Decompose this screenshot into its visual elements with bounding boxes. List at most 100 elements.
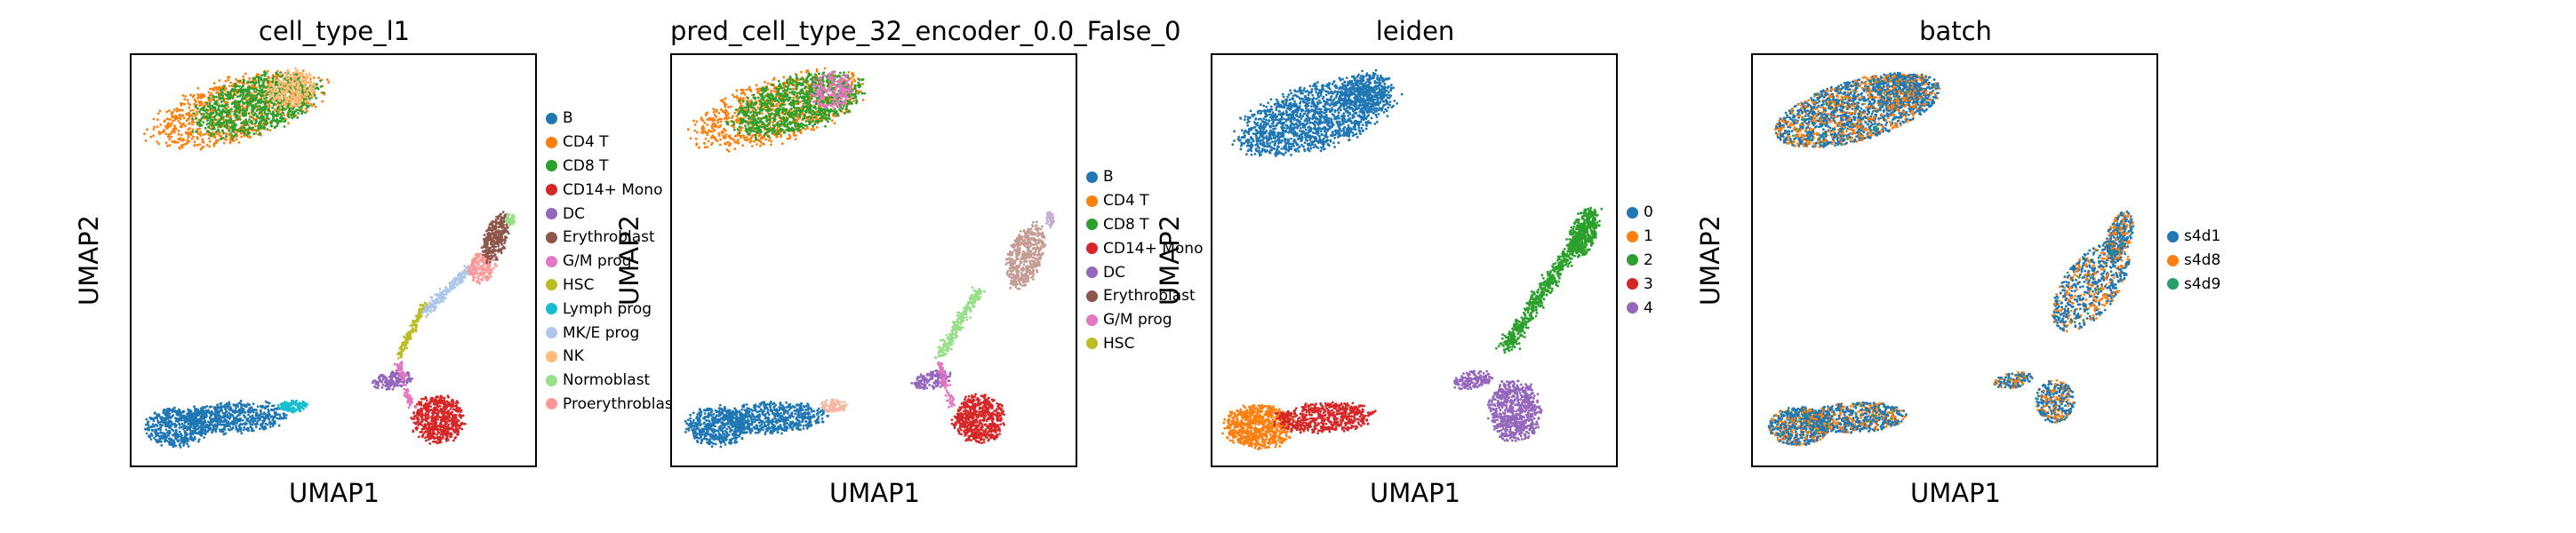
cluster-points — [267, 67, 317, 109]
legend-label: Erythroblast — [1103, 287, 1196, 305]
scatter-axes — [670, 53, 1077, 467]
legend-marker-icon — [546, 231, 557, 243]
legend-label: s4d1 — [2184, 227, 2220, 245]
legend-item: 4 — [1627, 296, 1653, 320]
cluster-points — [480, 211, 510, 265]
legend-label: CD8 T — [563, 157, 609, 175]
legend-label: Lymph prog — [563, 300, 652, 318]
legend-item: CD4 T — [1086, 189, 1203, 213]
legend-marker-icon — [546, 374, 557, 386]
cluster-points — [1568, 206, 1601, 259]
legend-marker-icon — [546, 208, 557, 220]
legend-label: s4d9 — [2184, 275, 2220, 293]
chart-title: pred_cell_type_32_encoder_0.0_False_0 — [670, 16, 1180, 46]
cluster-points — [1044, 211, 1056, 229]
y-axis-label: UMAP2 — [614, 215, 644, 306]
legend-item: DC — [546, 202, 673, 226]
legend-item: 3 — [1627, 272, 1653, 296]
legend-marker-icon — [1086, 219, 1098, 231]
legend-marker-icon — [546, 160, 557, 172]
legend-label: B — [1103, 168, 1114, 186]
cluster-points — [1335, 68, 1393, 114]
legend-label: s4d8 — [2184, 251, 2220, 269]
legend-item: G/M prog — [1086, 308, 1203, 332]
cluster-points — [371, 369, 413, 391]
cluster-points — [1004, 220, 1047, 290]
legend-item: 0 — [1627, 201, 1653, 225]
legend-item: MK/E prog — [546, 321, 673, 345]
cluster-points — [466, 250, 498, 285]
legend-label: CD4 T — [1103, 192, 1149, 210]
chart-title: batch — [1751, 16, 2160, 46]
legend-item: HSC — [546, 274, 673, 298]
umap-panel-pred-cell-type: pred_cell_type_32_encoder_0.0_False_0 UM… — [614, 0, 1239, 533]
legend-item: 2 — [1627, 249, 1653, 273]
x-axis-label: UMAP1 — [1211, 478, 1620, 508]
cluster-points — [1486, 379, 1543, 442]
scatter-axes — [1211, 53, 1618, 467]
legend-marker-icon — [546, 255, 557, 267]
legend-marker-icon — [1627, 230, 1638, 243]
legend-label: DC — [1103, 264, 1125, 282]
legend-marker-icon — [1627, 206, 1638, 219]
legend-marker-icon — [1086, 266, 1098, 279]
legend-item: HSC — [1086, 332, 1203, 356]
legend-marker-icon — [546, 279, 557, 291]
umap-panel-cell-type-l1: cell_type_l1 UMAP2 UMAP1 B CD4 T CD8 T CD14… — [74, 0, 699, 533]
legend-marker-icon — [1086, 195, 1098, 207]
legend: s4d1 s4d8 s4d9 — [2167, 225, 2220, 296]
legend: B CD4 T CD8 T CD14+ Mono DC Erythroblast G/M p… — [1086, 165, 1203, 355]
scatter-plot — [1767, 71, 2135, 447]
cluster-points — [937, 361, 956, 409]
legend-item: B — [546, 107, 673, 131]
y-axis-label: UMAP2 — [1695, 215, 1725, 306]
legend-label: 0 — [1644, 203, 1653, 221]
x-axis-label: UMAP1 — [670, 478, 1079, 508]
cluster-points — [393, 361, 418, 410]
legend-item: B — [1086, 165, 1203, 189]
cluster-points — [504, 212, 516, 227]
legend-marker-icon — [2167, 278, 2179, 290]
legend-item: 1 — [1627, 225, 1653, 249]
legend-marker-icon — [1627, 278, 1638, 290]
legend-marker-icon — [546, 112, 557, 124]
cluster-points — [2051, 240, 2131, 333]
legend-marker-icon — [546, 398, 557, 410]
y-axis-label: UMAP2 — [74, 215, 104, 306]
scatter-axes — [1751, 53, 2158, 467]
legend-label: CD14+ Mono — [1103, 240, 1203, 258]
legend: B CD4 T CD8 T CD14+ Mono DC Erythroblast G/M p… — [546, 107, 673, 416]
cluster-points — [1453, 370, 1494, 391]
cluster-points — [2104, 210, 2135, 264]
scatter-plot — [143, 67, 516, 449]
legend-label: B — [563, 109, 573, 127]
legend-label: 1 — [1644, 227, 1653, 245]
legend-marker-icon — [546, 350, 557, 362]
chart-title: leiden — [1211, 16, 1620, 46]
cluster-points — [1495, 207, 1604, 354]
cluster-points — [1802, 401, 1908, 434]
legend-marker-icon — [1086, 243, 1098, 255]
legend-item: Proerythroblas — [546, 393, 673, 417]
legend: 0 1 2 3 4 — [1627, 201, 1653, 320]
scatter-axes — [130, 53, 537, 467]
legend-marker-icon — [1086, 171, 1098, 183]
legend-item: CD14+ Mono — [1086, 236, 1203, 260]
legend-item: G/M prog — [546, 250, 673, 274]
cluster-points — [1273, 401, 1377, 434]
legend-item: s4d1 — [2167, 225, 2220, 249]
chart-title: cell_type_l1 — [130, 16, 539, 46]
legend-label: Erythroblast — [563, 228, 655, 246]
legend-marker-icon — [2167, 254, 2179, 266]
legend-label: NK — [563, 347, 584, 365]
legend-label: HSC — [563, 276, 594, 294]
legend-item: Erythroblast — [1086, 284, 1203, 308]
legend-label: CD8 T — [1103, 216, 1149, 234]
legend-label: 2 — [1644, 251, 1653, 269]
legend-marker-icon — [1086, 290, 1098, 302]
legend-label: CD14+ Mono — [563, 181, 662, 199]
legend-item: CD8 T — [546, 155, 673, 179]
legend-item: CD8 T — [1086, 213, 1203, 237]
scatter-plot — [1221, 68, 1604, 451]
legend-label: G/M prog — [1103, 311, 1172, 329]
